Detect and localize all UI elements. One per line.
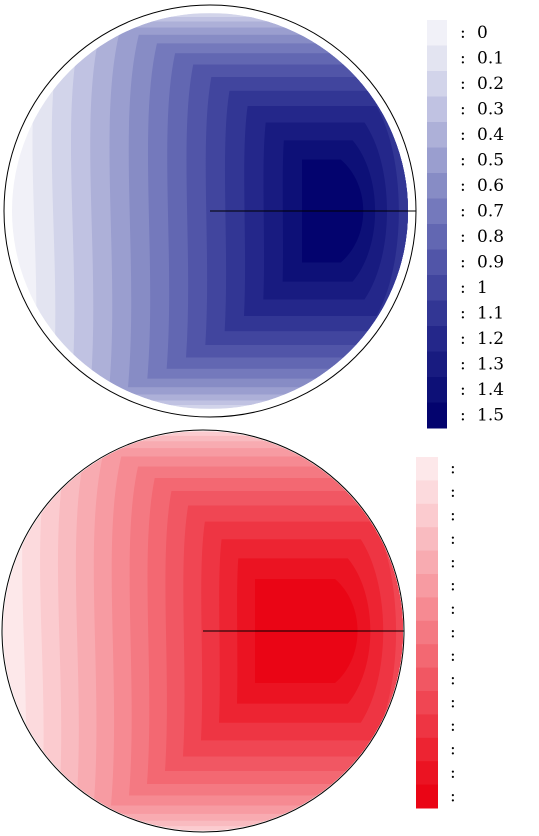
legend-colon: : — [460, 48, 466, 68]
legend-swatch — [416, 761, 438, 786]
legend-swatch — [416, 620, 438, 645]
legend-colon: : — [460, 74, 466, 94]
legend-swatch — [416, 737, 438, 762]
legend-swatch — [427, 45, 447, 72]
legend-swatch — [427, 249, 447, 276]
legend-colon: : — [460, 252, 466, 272]
legend-swatch — [416, 550, 438, 575]
legend-swatch — [416, 784, 438, 809]
legend-label: 0.8 — [477, 227, 504, 247]
legend-colon: : — [460, 227, 466, 247]
legend-label: 0.4 — [477, 125, 504, 145]
legend-swatch — [416, 644, 438, 669]
top-contour-bands — [12, 13, 408, 409]
legend-swatch — [427, 224, 447, 250]
top-colorbar-legend: :0: 0.1: 0.2: 0.3: 0.4: 0.5: 0.6: 0.7: 0.8: 0.9: 1… — [427, 20, 504, 429]
legend-colon: : — [460, 354, 466, 374]
legend-colon: : — [460, 150, 466, 170]
legend-swatch — [416, 597, 438, 622]
legend-colon: : — [460, 380, 466, 400]
legend-swatch — [416, 667, 438, 692]
legend-colon: : — [460, 23, 466, 43]
legend-colon: : — [450, 763, 456, 783]
legend-label: 1.4 — [477, 380, 504, 400]
legend-colon: : — [450, 646, 456, 666]
legend-swatch — [416, 457, 438, 481]
legend-colon: : — [450, 740, 456, 760]
legend-swatch — [427, 326, 447, 352]
legend-label: 1.2 — [477, 329, 504, 349]
legend-colon: : — [460, 405, 466, 425]
legend-swatch — [416, 691, 438, 715]
legend-label: 0.6 — [477, 176, 504, 196]
legend-label: 0.9 — [477, 252, 504, 272]
legend-colon: : — [450, 529, 456, 549]
legend-colon: : — [460, 278, 466, 298]
legend-label: 1.1 — [477, 303, 504, 323]
legend-swatch — [416, 480, 438, 505]
legend-swatch — [427, 147, 447, 174]
legend-swatch — [427, 300, 447, 327]
legend-colon: : — [460, 329, 466, 349]
legend-colon: : — [460, 201, 466, 221]
legend-swatch — [416, 714, 438, 739]
legend-label: 0 — [477, 23, 488, 43]
legend-colon: : — [450, 599, 456, 619]
legend-label: 0.1 — [477, 48, 504, 68]
legend-colon: : — [450, 693, 456, 713]
legend-label: 0.7 — [477, 201, 504, 221]
legend-colon: : — [450, 459, 456, 479]
legend-colon: : — [450, 623, 456, 643]
bottom-contour-disk — [1, 429, 405, 833]
bottom-colorbar-legend: ::::::::::::::: — [416, 457, 456, 809]
legend-swatch — [416, 527, 438, 552]
legend-label: 1.3 — [477, 354, 504, 374]
legend-swatch — [427, 71, 447, 97]
legend-swatch — [427, 402, 447, 429]
legend-colon: : — [460, 125, 466, 145]
legend-label: 1 — [477, 278, 488, 298]
legend-colon: : — [460, 99, 466, 119]
legend-colon: : — [460, 176, 466, 196]
legend-label: 0.2 — [477, 74, 504, 94]
legend-colon: : — [450, 482, 456, 502]
legend-swatch — [427, 122, 447, 148]
legend-colon: : — [450, 506, 456, 526]
legend-swatch — [427, 275, 447, 301]
legend-colon: : — [450, 716, 456, 736]
legend-colon: : — [460, 303, 466, 323]
legend-swatch — [427, 96, 447, 123]
top-contour-disk — [3, 4, 417, 418]
legend-swatch — [427, 377, 447, 403]
legend-swatch — [416, 503, 438, 528]
legend-swatch — [427, 20, 447, 46]
legend-label: 0.3 — [477, 99, 504, 119]
legend-swatch — [416, 574, 438, 598]
legend-label: 0.5 — [477, 150, 504, 170]
legend-swatch — [427, 351, 447, 378]
legend-colon: : — [450, 669, 456, 689]
legend-label: 1.5 — [477, 405, 504, 425]
legend-swatch — [427, 198, 447, 225]
legend-colon: : — [450, 552, 456, 572]
legend-colon: : — [450, 576, 456, 596]
legend-colon: : — [450, 786, 456, 806]
legend-swatch — [427, 173, 447, 199]
